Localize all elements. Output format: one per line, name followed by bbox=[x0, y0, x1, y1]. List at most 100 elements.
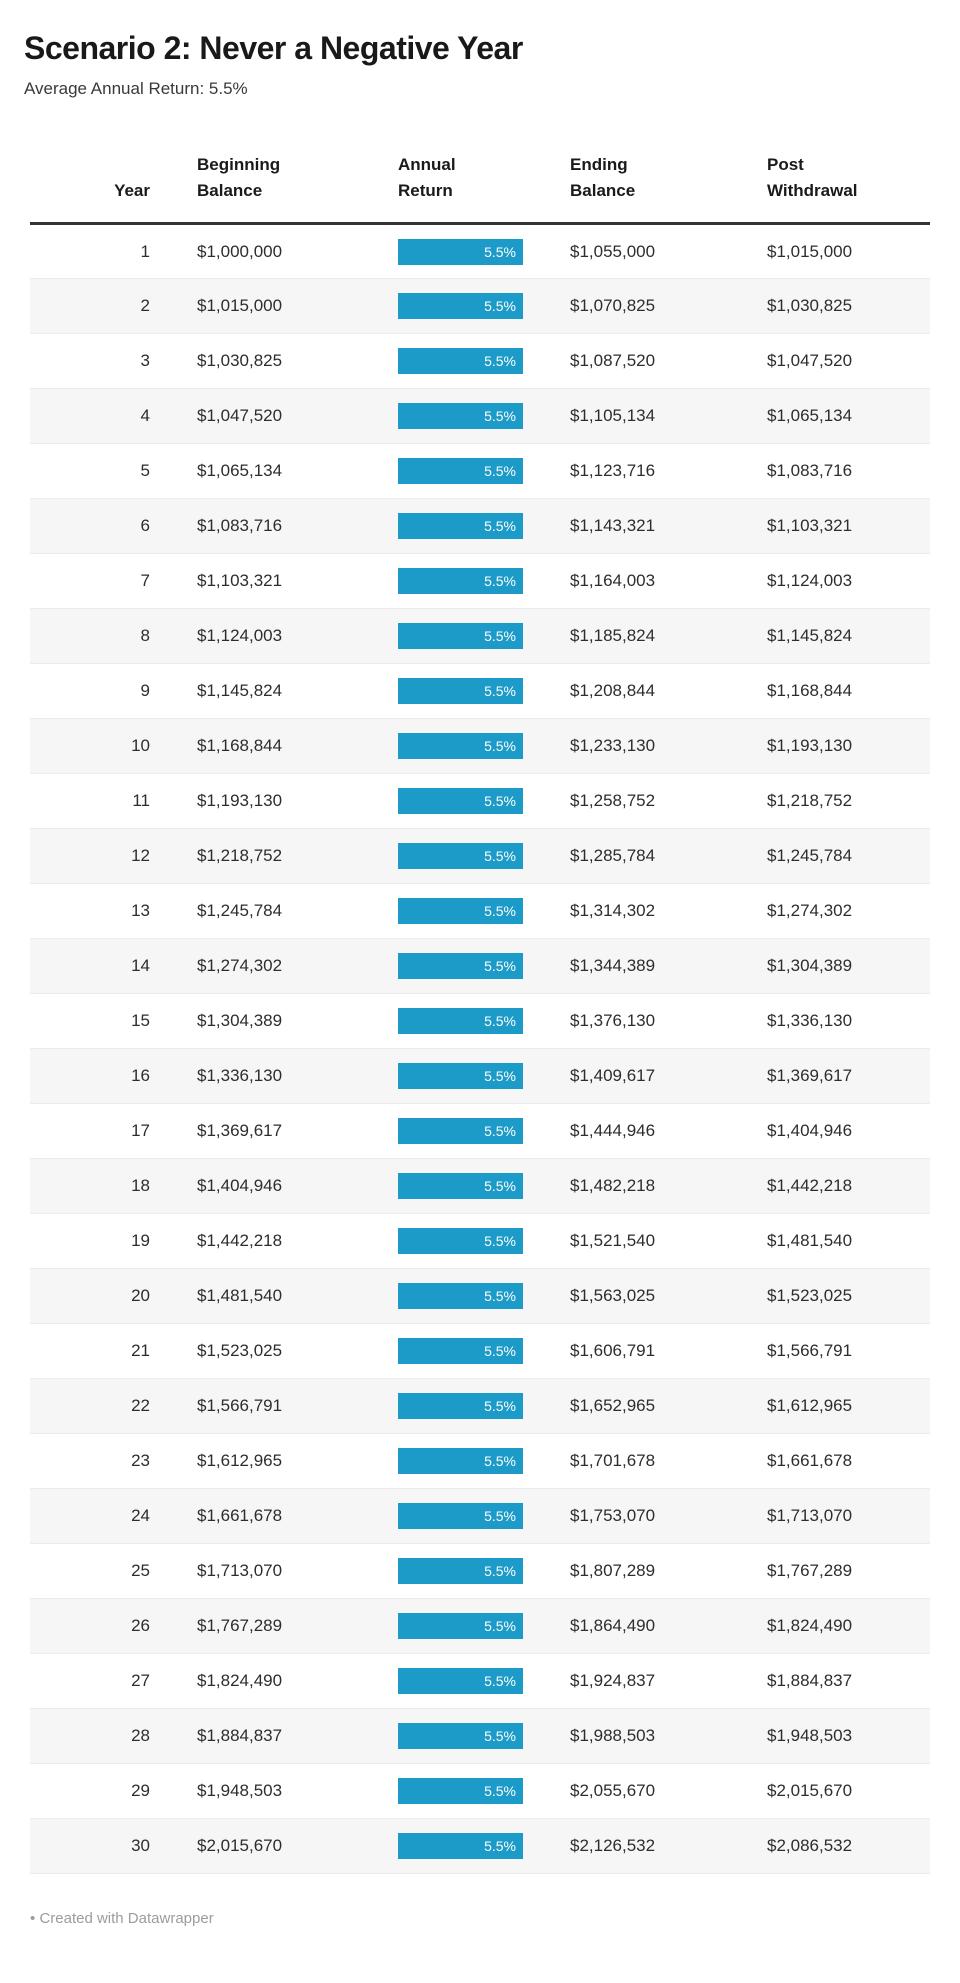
annual-return-bar: 5.5% bbox=[398, 1173, 523, 1199]
year-cell: 23 bbox=[131, 1451, 150, 1470]
annual-return-cell: 5.5% bbox=[366, 1159, 538, 1214]
beginning-balance-cell: $1,566,791 bbox=[197, 1396, 283, 1415]
ending-balance-cell: $1,701,678 bbox=[570, 1451, 656, 1470]
column-header-year-label: Year bbox=[114, 181, 150, 200]
data-table: Year Beginning Balance Annual Return Endin… bbox=[30, 152, 930, 1874]
column-header-return-line1: Annual bbox=[398, 155, 456, 174]
annual-return-bar: 5.5% bbox=[398, 1448, 523, 1474]
year-cell: 10 bbox=[131, 736, 150, 755]
table-row: 17 $1,369,617 5.5% $1,444,946 $1,404,946 bbox=[30, 1103, 930, 1159]
year-cell: 14 bbox=[131, 956, 150, 975]
annual-return-bar: 5.5% bbox=[398, 623, 523, 649]
year-cell: 28 bbox=[131, 1726, 150, 1745]
table-row: 30 $2,015,670 5.5% $2,126,532 $2,086,532 bbox=[30, 1818, 930, 1874]
table-row: 8 $1,124,003 5.5% $1,185,824 $1,145,824 bbox=[30, 608, 930, 664]
post-withdrawal-cell: $1,948,503 bbox=[767, 1726, 853, 1745]
annual-return-cell: 5.5% bbox=[366, 389, 538, 444]
beginning-balance-cell: $1,030,825 bbox=[197, 351, 283, 370]
annual-return-cell: 5.5% bbox=[366, 1324, 538, 1379]
annual-return-bar: 5.5% bbox=[398, 1668, 523, 1694]
annual-return-bar: 5.5% bbox=[398, 1063, 523, 1089]
year-cell: 9 bbox=[140, 681, 150, 700]
table-row: 4 $1,047,520 5.5% $1,105,134 $1,065,134 bbox=[30, 388, 930, 444]
table-row: 29 $1,948,503 5.5% $2,055,670 $2,015,670 bbox=[30, 1763, 930, 1819]
year-cell: 30 bbox=[131, 1836, 150, 1855]
annual-return-bar: 5.5% bbox=[398, 458, 523, 484]
annual-return-cell: 5.5% bbox=[366, 554, 538, 609]
attribution-footer: • Created with Datawrapper bbox=[30, 1910, 930, 1928]
beginning-balance-cell: $1,145,824 bbox=[197, 681, 283, 700]
post-withdrawal-cell: $1,218,752 bbox=[767, 791, 853, 810]
ending-balance-cell: $1,105,134 bbox=[570, 406, 656, 425]
annual-return-bar: 5.5% bbox=[398, 1503, 523, 1529]
year-cell: 17 bbox=[131, 1121, 150, 1140]
beginning-balance-cell: $1,193,130 bbox=[197, 791, 283, 810]
annual-return-bar: 5.5% bbox=[398, 953, 523, 979]
ending-balance-cell: $1,988,503 bbox=[570, 1726, 656, 1745]
beginning-balance-cell: $1,124,003 bbox=[197, 626, 283, 645]
annual-return-bar: 5.5% bbox=[398, 513, 523, 539]
ending-balance-cell: $1,409,617 bbox=[570, 1066, 656, 1085]
ending-balance-cell: $1,563,025 bbox=[570, 1286, 656, 1305]
year-cell: 6 bbox=[140, 516, 150, 535]
ending-balance-cell: $1,444,946 bbox=[570, 1121, 656, 1140]
table-row: 23 $1,612,965 5.5% $1,701,678 $1,661,678 bbox=[30, 1433, 930, 1489]
ending-balance-cell: $1,143,321 bbox=[570, 516, 656, 535]
ending-balance-cell: $2,055,670 bbox=[570, 1781, 656, 1800]
annual-return-cell: 5.5% bbox=[366, 609, 538, 664]
table-row: 16 $1,336,130 5.5% $1,409,617 $1,369,617 bbox=[30, 1048, 930, 1104]
annual-return-cell: 5.5% bbox=[366, 1709, 538, 1764]
year-cell: 2 bbox=[140, 296, 150, 315]
table-row: 27 $1,824,490 5.5% $1,924,837 $1,884,837 bbox=[30, 1653, 930, 1709]
annual-return-cell: 5.5% bbox=[366, 224, 538, 279]
post-withdrawal-cell: $1,713,070 bbox=[767, 1506, 853, 1525]
annual-return-cell: 5.5% bbox=[366, 1434, 538, 1489]
post-withdrawal-cell: $1,767,289 bbox=[767, 1561, 853, 1580]
column-header-ending-line2: Balance bbox=[570, 181, 636, 200]
ending-balance-cell: $1,482,218 bbox=[570, 1176, 656, 1195]
annual-return-cell: 5.5% bbox=[366, 1379, 538, 1434]
annual-return-cell: 5.5% bbox=[366, 939, 538, 994]
post-withdrawal-cell: $1,168,844 bbox=[767, 681, 853, 700]
beginning-balance-cell: $1,218,752 bbox=[197, 846, 283, 865]
post-withdrawal-cell: $1,047,520 bbox=[767, 351, 853, 370]
annual-return-bar: 5.5% bbox=[398, 843, 523, 869]
beginning-balance-cell: $1,245,784 bbox=[197, 901, 283, 920]
column-header-ending-balance: Ending Balance bbox=[538, 152, 735, 225]
beginning-balance-cell: $1,065,134 bbox=[197, 461, 283, 480]
beginning-balance-cell: $1,015,000 bbox=[197, 296, 283, 315]
year-cell: 26 bbox=[131, 1616, 150, 1635]
beginning-balance-cell: $1,274,302 bbox=[197, 956, 283, 975]
column-header-beginning-line1: Beginning bbox=[197, 155, 281, 174]
beginning-balance-cell: $1,103,321 bbox=[197, 571, 283, 590]
ending-balance-cell: $1,376,130 bbox=[570, 1011, 656, 1030]
annual-return-bar: 5.5% bbox=[398, 1613, 523, 1639]
annual-return-cell: 5.5% bbox=[366, 664, 538, 719]
annual-return-cell: 5.5% bbox=[366, 1819, 538, 1874]
year-cell: 13 bbox=[131, 901, 150, 920]
column-header-annual-return: Annual Return bbox=[366, 152, 538, 225]
year-cell: 21 bbox=[131, 1341, 150, 1360]
year-cell: 5 bbox=[140, 461, 150, 480]
table-row: 26 $1,767,289 5.5% $1,864,490 $1,824,490 bbox=[30, 1598, 930, 1654]
year-cell: 24 bbox=[131, 1506, 150, 1525]
beginning-balance-cell: $1,404,946 bbox=[197, 1176, 283, 1195]
post-withdrawal-cell: $1,103,321 bbox=[767, 516, 853, 535]
table-row: 18 $1,404,946 5.5% $1,482,218 $1,442,218 bbox=[30, 1158, 930, 1214]
annual-return-bar: 5.5% bbox=[398, 348, 523, 374]
beginning-balance-cell: $1,369,617 bbox=[197, 1121, 283, 1140]
year-cell: 15 bbox=[131, 1011, 150, 1030]
annual-return-bar: 5.5% bbox=[398, 1833, 523, 1859]
annual-return-cell: 5.5% bbox=[366, 774, 538, 829]
annual-return-cell: 5.5% bbox=[366, 719, 538, 774]
footer-bullet: • bbox=[30, 1910, 36, 1927]
beginning-balance-cell: $1,523,025 bbox=[197, 1341, 283, 1360]
year-cell: 12 bbox=[131, 846, 150, 865]
annual-return-cell: 5.5% bbox=[366, 1214, 538, 1269]
beginning-balance-cell: $1,304,389 bbox=[197, 1011, 283, 1030]
table-row: 10 $1,168,844 5.5% $1,233,130 $1,193,130 bbox=[30, 718, 930, 774]
post-withdrawal-cell: $1,661,678 bbox=[767, 1451, 853, 1470]
annual-return-bar: 5.5% bbox=[398, 568, 523, 594]
year-cell: 4 bbox=[140, 406, 150, 425]
ending-balance-cell: $1,164,003 bbox=[570, 571, 656, 590]
